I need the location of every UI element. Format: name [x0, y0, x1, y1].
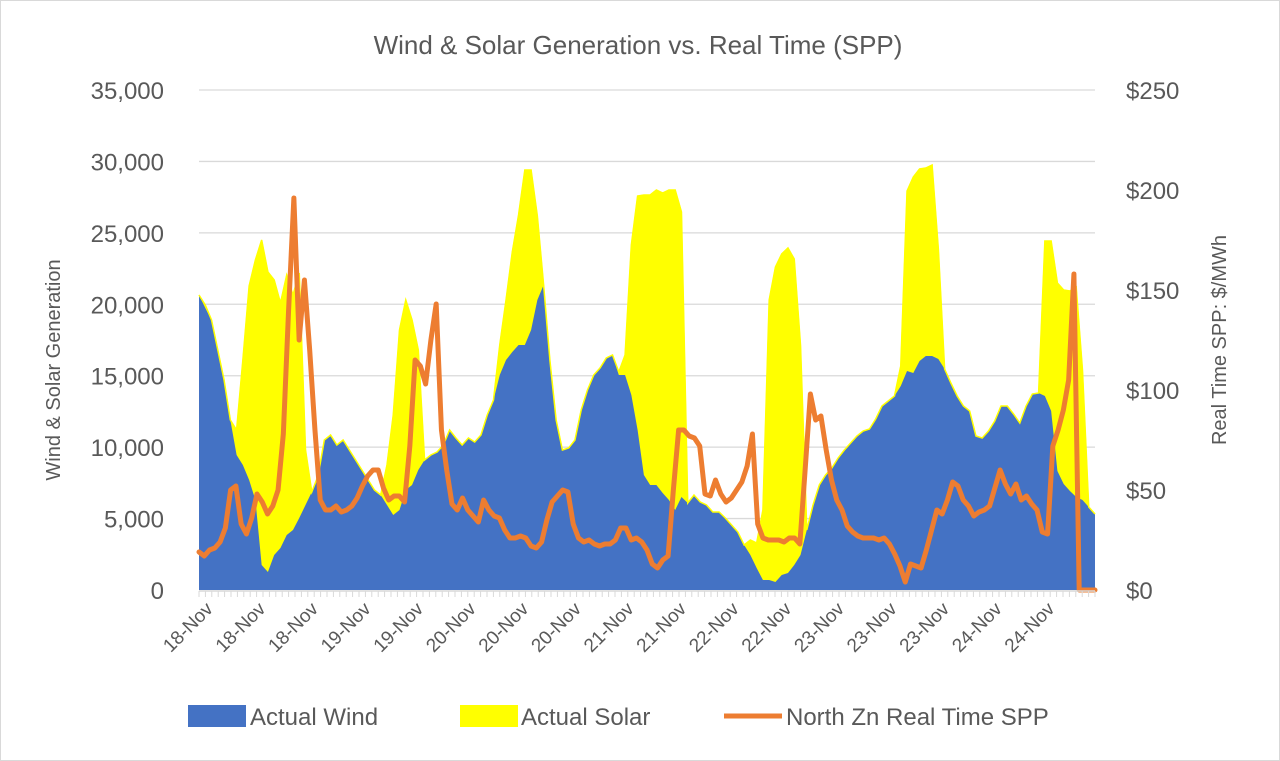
y-tick-label: 30,000: [91, 149, 164, 176]
y2-tick-label: $250: [1126, 78, 1179, 105]
stack-edge: [198, 163, 1096, 547]
y2-tick-label: $50: [1126, 478, 1166, 505]
y-tick-label: 25,000: [91, 221, 164, 248]
legend: Actual Wind Actual Solar North Zn Real T…: [188, 704, 1049, 731]
x-tick-label: 19-Nov: [370, 598, 429, 657]
x-tick-label: 24-Nov: [948, 598, 1007, 657]
y2-axis-title: Real Time SPP: $/MWh: [1209, 235, 1231, 445]
y2-tick-label: $100: [1126, 378, 1179, 405]
y-axis-title: Wind & Solar Generation: [43, 259, 65, 480]
y-tick-label: 15,000: [91, 364, 164, 391]
x-tick-label: 22-Nov: [738, 598, 797, 657]
y-axis-right: $0 $50 $100 $150 $200 $250: [1126, 78, 1179, 605]
y-tick-label: 0: [151, 578, 164, 605]
y-tick-label: 20,000: [91, 292, 164, 319]
y2-tick-label: $200: [1126, 178, 1179, 205]
x-tick-label: 20-Nov: [475, 598, 534, 657]
x-tick-label: 23-Nov: [843, 598, 902, 657]
x-tick-label: 21-Nov: [580, 598, 639, 657]
x-tick-label: 19-Nov: [317, 598, 376, 657]
y-tick-label: 35,000: [91, 78, 164, 105]
legend-swatch-solar: [460, 705, 518, 727]
x-tick-label: 22-Nov: [685, 598, 744, 657]
x-axis: 18-Nov18-Nov18-Nov19-Nov19-Nov20-Nov20-N…: [159, 590, 1096, 657]
legend-label-solar: Actual Solar: [521, 704, 650, 731]
legend-label-price: North Zn Real Time SPP: [786, 704, 1049, 731]
x-tick-label: 24-Nov: [1001, 598, 1060, 657]
legend-swatch-wind: [188, 705, 246, 727]
y2-tick-label: $150: [1126, 278, 1179, 305]
x-tick-label: 20-Nov: [528, 598, 587, 657]
y-tick-label: 5,000: [104, 507, 164, 534]
x-tick-label: 21-Nov: [633, 598, 692, 657]
price-line-group: [196, 195, 1098, 593]
wind-area: [199, 285, 1095, 590]
y-tick-label: 10,000: [91, 435, 164, 462]
x-tick-label: 18-Nov: [159, 598, 218, 657]
legend-label-wind: Actual Wind: [250, 704, 378, 731]
x-tick-label: 23-Nov: [791, 598, 850, 657]
y2-tick-label: $0: [1126, 578, 1153, 605]
chart-title: Wind & Solar Generation vs. Real Time (S…: [374, 30, 903, 60]
plot-areas: [198, 163, 1096, 590]
price-line: [196, 195, 1098, 593]
x-tick-label: 23-Nov: [896, 598, 955, 657]
x-tick-label: 20-Nov: [422, 598, 481, 657]
y-axis-left: 0 5,000 10,000 15,000 20,000 25,000 30,000 35,0…: [91, 78, 164, 605]
x-tick-label: 18-Nov: [265, 598, 324, 657]
x-tick-label: 18-Nov: [212, 598, 271, 657]
